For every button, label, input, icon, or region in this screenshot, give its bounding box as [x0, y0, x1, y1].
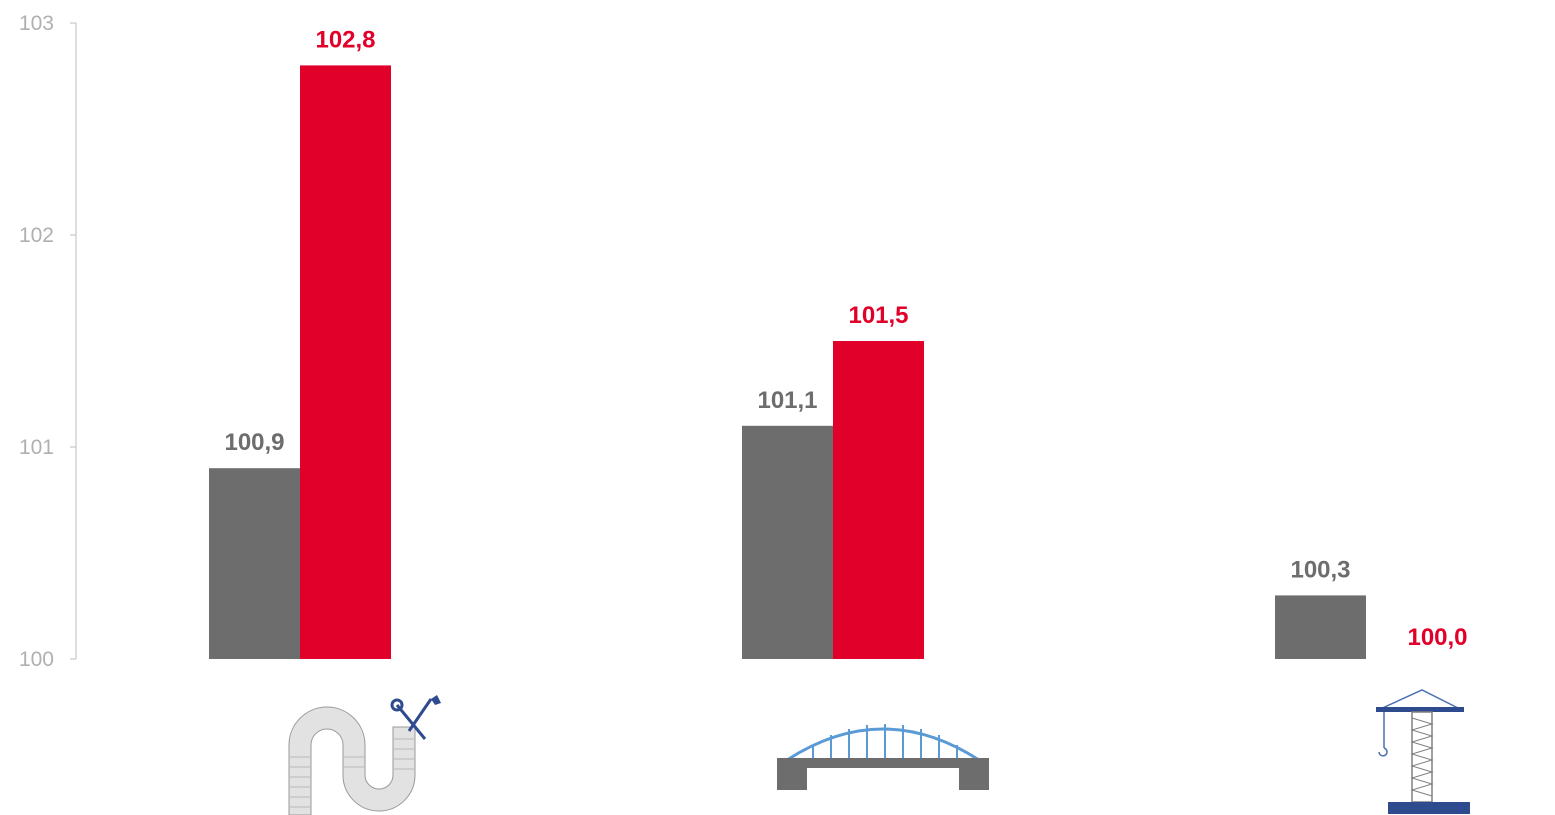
data-labels: 100,9 101,1 100,3 102,8 101,5 100,0: [224, 26, 1467, 651]
construction-crane-icon: [1376, 689, 1470, 814]
y-tick-label: 102: [19, 224, 54, 247]
bar: [1275, 595, 1366, 659]
bar-value-label: 100,9: [224, 429, 284, 456]
bar-value-label: 100,0: [1407, 624, 1467, 651]
bars: [209, 65, 1366, 659]
bar-value-label: 101,1: [757, 387, 817, 414]
y-tick-label: 103: [19, 12, 54, 35]
bar-value-label: 100,3: [1290, 556, 1350, 583]
bar-value-label: 102,8: [315, 26, 375, 53]
pipe-repair-icon: [288, 695, 441, 815]
bar: [742, 425, 833, 659]
y-tick-label: 101: [19, 436, 54, 459]
y-tick-label: 100: [19, 648, 54, 671]
bar: [833, 341, 924, 659]
y-axis: 100 101 102 103: [19, 12, 77, 671]
bar: [300, 65, 391, 659]
bar-value-label: 101,5: [848, 302, 908, 329]
bridge-icon: [777, 724, 989, 790]
bar: [209, 468, 300, 659]
